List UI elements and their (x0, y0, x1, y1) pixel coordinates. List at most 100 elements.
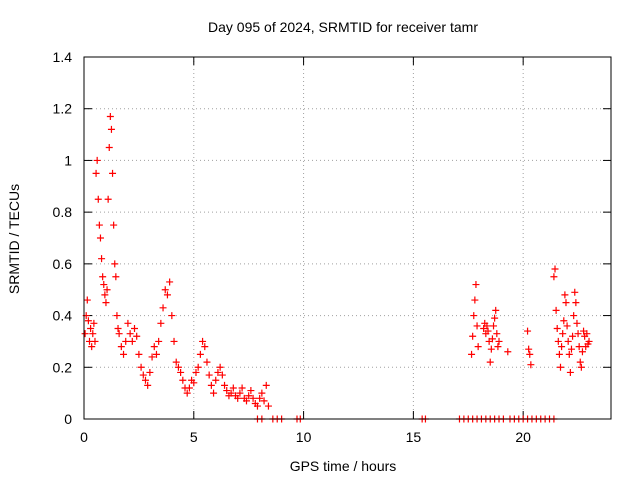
data-point (190, 379, 198, 387)
data-point (94, 195, 102, 203)
plot-frame (83, 56, 612, 420)
data-point (196, 350, 204, 358)
data-point (104, 195, 112, 203)
data-point (87, 325, 95, 332)
grid-lines (84, 57, 611, 419)
data-point (483, 322, 491, 330)
data-point (96, 234, 104, 242)
data-point (468, 350, 476, 358)
data-point (114, 325, 122, 332)
y-tick-label: 1.4 (53, 49, 73, 65)
data-point (559, 330, 567, 338)
data-point (238, 384, 246, 392)
data-point (526, 350, 534, 358)
data-point (551, 265, 559, 273)
data-point (106, 112, 114, 120)
data-point (102, 299, 110, 307)
data-point (109, 169, 117, 177)
data-point (253, 402, 261, 410)
data-point (474, 343, 482, 351)
data-point (495, 337, 503, 345)
data-point (105, 144, 113, 151)
data-point (81, 330, 89, 338)
data-point (560, 317, 568, 325)
data-point (185, 384, 193, 392)
data-point (103, 286, 111, 294)
data-point (199, 337, 207, 345)
y-tick-label: 0.4 (53, 308, 73, 324)
data-point (172, 358, 180, 366)
data-point (571, 288, 579, 296)
chart-title: Day 095 of 2024, SRMTID for receiver tam… (208, 19, 478, 35)
data-point (174, 363, 182, 371)
data-point (194, 363, 202, 371)
data-point (155, 337, 163, 345)
data-point (95, 221, 103, 229)
data-point (159, 304, 167, 312)
data-point (148, 353, 156, 361)
data-point (575, 343, 583, 351)
y-tick-label: 0.2 (53, 359, 73, 375)
data-point (144, 381, 152, 389)
data-point (578, 348, 586, 356)
data-point (573, 319, 581, 327)
data-point (552, 306, 560, 314)
data-point (564, 337, 572, 345)
data-point (93, 156, 101, 164)
data-point (555, 350, 563, 358)
data-point (88, 343, 96, 351)
data-point (558, 343, 566, 351)
data-point (236, 389, 244, 397)
data-point (256, 394, 264, 402)
data-point (152, 350, 160, 358)
data-point (490, 322, 498, 330)
data-point (488, 335, 496, 343)
data-point (90, 319, 98, 327)
y-tick-label: 1 (64, 152, 72, 168)
x-tick-label: 10 (296, 429, 312, 445)
data-point (469, 332, 477, 340)
data-point (227, 389, 235, 397)
y-tick-label: 0.8 (53, 204, 73, 220)
data-point (210, 389, 218, 397)
data-point (524, 327, 532, 335)
data-point (572, 299, 580, 307)
data-point (133, 332, 141, 340)
data-point (561, 291, 569, 299)
data-point (585, 337, 593, 345)
data-point (100, 281, 108, 289)
data-point (223, 387, 231, 395)
data-point (120, 350, 128, 358)
data-point (554, 337, 562, 345)
data-point (170, 337, 178, 345)
data-point (205, 371, 213, 379)
data-point (183, 389, 191, 397)
data-point (131, 325, 139, 332)
data-point (201, 343, 209, 351)
data-point (128, 337, 136, 345)
data-point (207, 381, 215, 389)
x-tick-label: 5 (190, 429, 198, 445)
data-point (247, 387, 255, 395)
data-point (574, 330, 582, 338)
data-point (214, 368, 222, 376)
data-point (576, 358, 584, 366)
data-point (471, 296, 479, 304)
data-point (525, 345, 533, 353)
data-point (550, 273, 558, 281)
tick-labels: 0 0.2 0.4 0.6 0.8 1 1.2 1.4 0 5 10 15 20 (53, 49, 532, 445)
data-point (192, 368, 200, 376)
data-point (141, 376, 149, 384)
data-point (583, 330, 591, 338)
data-point (139, 371, 147, 379)
data-point (473, 322, 481, 330)
data-point (137, 363, 145, 371)
data-point (566, 368, 574, 376)
data-point (486, 358, 494, 366)
data-point (562, 299, 570, 307)
data-point (234, 394, 242, 402)
data-point (577, 363, 585, 371)
data-point (567, 345, 575, 353)
data-point (113, 312, 121, 320)
data-point (494, 343, 502, 351)
